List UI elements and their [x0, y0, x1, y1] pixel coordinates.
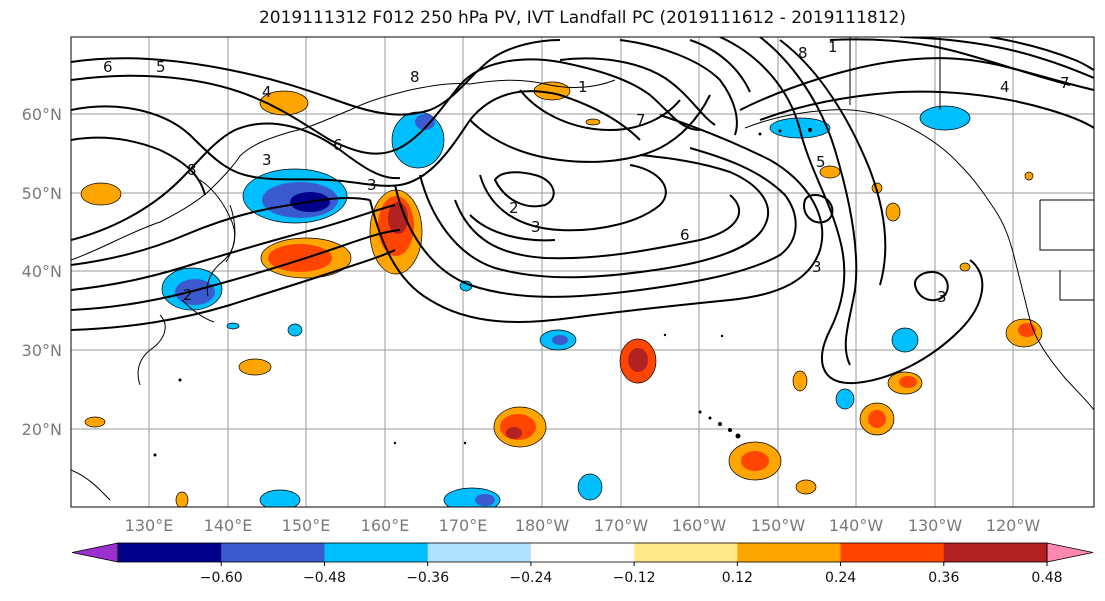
lon-label: 160°E — [361, 516, 410, 535]
colorbar-extend-low — [71, 542, 119, 563]
contour-label: 8 — [410, 68, 420, 86]
colorbar-tick-label: 0.12 — [722, 570, 753, 586]
colorbar-extend-high — [1046, 542, 1094, 563]
contour-label: 2 — [183, 286, 193, 304]
contour-label: 8 — [798, 44, 808, 62]
contour-label: 6 — [103, 58, 113, 76]
colorbar-tick-label: 0.24 — [825, 570, 856, 586]
contour-labels: 6 5 4 8 3 1 7 2 3 6 8 3 3 2 4 7 1 5 8 6 … — [103, 38, 1070, 306]
lon-label: 180°W — [515, 516, 570, 535]
contour-label: 7 — [1060, 74, 1070, 92]
colorbar-tick-label: 0.48 — [1031, 570, 1062, 586]
colorbar-segment — [943, 543, 1048, 562]
colorbar-tick-label: −0.48 — [303, 570, 346, 586]
lat-label: 20°N — [22, 420, 62, 439]
colorbar-tick-label: −0.60 — [200, 570, 243, 586]
contour-label: 2 — [509, 199, 519, 217]
pv-contours — [71, 37, 1094, 385]
colorbar-tick-label: −0.24 — [509, 570, 552, 586]
lon-label: 170°E — [439, 516, 488, 535]
contour-label: 3 — [367, 176, 377, 194]
contour-label: 7 — [636, 111, 646, 129]
lat-label: 30°N — [22, 341, 62, 360]
lon-label: 150°E — [282, 516, 331, 535]
colorbar-tick-label: 0.36 — [928, 570, 959, 586]
lon-label: 130°E — [125, 516, 174, 535]
contour-label: 4 — [1000, 78, 1010, 96]
colorbar-segment — [324, 543, 429, 562]
lat-label: 40°N — [22, 262, 62, 281]
contour-label: 5 — [816, 153, 826, 171]
islands — [153, 128, 812, 457]
colorbar-tick-label: −0.36 — [406, 570, 449, 586]
contour-label: 3 — [531, 218, 541, 236]
map-frame — [70, 36, 1095, 508]
lat-label: 60°N — [22, 105, 62, 124]
contour-label: 1 — [828, 38, 838, 56]
lat-label: 50°N — [22, 184, 62, 203]
colorbar-tick-label: −0.12 — [613, 570, 656, 586]
colorbar: −0.60 −0.48 −0.36 −0.24 −0.12 0.12 0.24 0.36 0.4… — [71, 542, 1094, 586]
colorbar-segment — [737, 543, 842, 562]
contour-label: 1 — [578, 78, 588, 96]
contour-label: 4 — [262, 83, 272, 101]
colorbar-segment — [427, 543, 532, 562]
contour-label: 6 — [333, 136, 343, 154]
lon-label: 120°W — [986, 516, 1041, 535]
lon-label: 150°W — [751, 516, 806, 535]
lon-label: 160°W — [672, 516, 727, 535]
map-title: 2019111312 F012 250 hPa PV, IVT Landfall… — [258, 8, 906, 28]
contour-label: 3 — [937, 288, 947, 306]
contour-label: 8 — [187, 161, 197, 179]
lon-label: 140°W — [829, 516, 884, 535]
colorbar-segment — [221, 543, 325, 562]
lon-label: 170°W — [594, 516, 649, 535]
contour-label: 3 — [262, 151, 272, 169]
colorbar-segment — [118, 543, 222, 562]
contour-label: 5 — [156, 58, 166, 76]
colorbar-frame — [117, 542, 1048, 563]
contour-label: 3 — [812, 258, 822, 276]
lon-label: 140°E — [204, 516, 253, 535]
contour-label: 6 — [680, 226, 690, 244]
longitude-labels: 130°E 140°E 150°E 160°E 170°E 180°W 170°… — [125, 516, 1041, 535]
colorbar-segment — [634, 543, 738, 562]
colorbar-segment — [840, 543, 945, 562]
latitude-labels: 60°N 50°N 40°N 30°N 20°N — [22, 105, 62, 439]
lon-label: 130°W — [908, 516, 963, 535]
colorbar-segment — [530, 543, 635, 562]
